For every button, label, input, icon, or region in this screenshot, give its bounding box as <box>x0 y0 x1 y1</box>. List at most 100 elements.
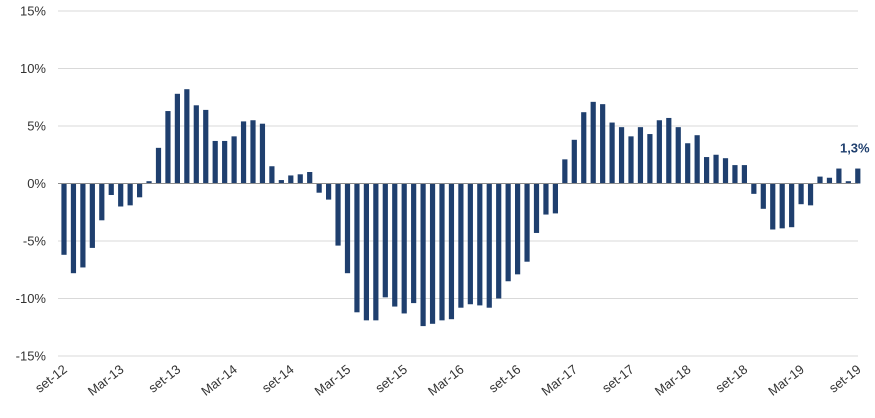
bar <box>392 183 398 307</box>
y-tick-label: -10% <box>16 291 47 306</box>
x-tick-label: set-13 <box>146 362 184 396</box>
y-axis-tick-labels: 15% 10% 5% 0% -5% -10% -15% <box>16 4 47 364</box>
bar <box>278 180 284 184</box>
bar <box>524 183 530 262</box>
bar <box>666 117 672 184</box>
bar <box>826 177 833 184</box>
bar <box>609 122 615 184</box>
x-tick-label: set-14 <box>259 362 297 396</box>
bar <box>307 172 313 184</box>
x-tick-label: set-16 <box>486 362 524 396</box>
bar <box>240 121 247 184</box>
bar <box>770 183 776 230</box>
bar <box>193 105 199 184</box>
bar <box>80 183 86 268</box>
bar <box>647 134 653 184</box>
bar <box>420 183 426 327</box>
bar <box>344 183 351 274</box>
bar <box>552 183 558 214</box>
bar <box>477 183 483 306</box>
x-tick-label: Mar-19 <box>765 362 807 399</box>
last-value-annotation: 1,3% <box>840 141 870 156</box>
bar <box>89 183 95 248</box>
x-tick-label: Mar-18 <box>652 362 694 399</box>
bar <box>411 183 417 304</box>
bar <box>713 154 719 184</box>
bar <box>269 166 275 184</box>
bar <box>354 183 360 313</box>
bar <box>127 183 133 206</box>
bar <box>335 183 341 246</box>
bar <box>458 183 464 308</box>
bar <box>146 181 152 184</box>
bar <box>382 183 388 298</box>
bar <box>798 183 804 205</box>
x-tick-label: Mar-17 <box>538 362 580 399</box>
y-tick-label: 5% <box>27 119 46 134</box>
bar <box>448 183 455 320</box>
bar <box>231 136 237 184</box>
bar <box>685 143 691 184</box>
bar <box>618 127 625 184</box>
bar <box>165 111 171 184</box>
bar <box>855 168 861 184</box>
bar <box>656 120 662 184</box>
bar <box>741 165 747 184</box>
bar <box>429 183 436 324</box>
bar <box>174 93 180 184</box>
bar <box>108 183 114 195</box>
bar <box>845 181 851 184</box>
bar <box>807 183 814 206</box>
x-axis-tick-labels: set-12 Mar-13 set-13 Mar-14 set-14 Mar-15 set-… <box>32 362 864 399</box>
bar <box>590 101 596 184</box>
bar <box>571 139 577 184</box>
bar <box>326 183 332 200</box>
bar <box>203 109 209 184</box>
bar <box>789 183 795 228</box>
bar <box>486 183 492 308</box>
bar <box>704 157 710 184</box>
bar <box>184 89 190 184</box>
bar <box>212 140 218 184</box>
bar <box>99 183 105 221</box>
x-tick-label: Mar-15 <box>312 362 354 399</box>
y-tick-label: -5% <box>23 234 47 249</box>
x-tick-label: set-19 <box>826 362 864 396</box>
bar <box>61 183 67 255</box>
y-tick-label: 10% <box>20 61 46 76</box>
bar <box>779 183 785 229</box>
y-tick-label: -15% <box>16 349 47 364</box>
bar <box>288 175 294 184</box>
bar <box>533 183 540 233</box>
bar <box>467 183 473 305</box>
bar <box>637 127 644 184</box>
x-tick-label: Mar-14 <box>198 362 240 399</box>
bar <box>675 127 681 184</box>
bar <box>70 183 77 274</box>
x-tick-label: Mar-16 <box>425 362 467 399</box>
bar <box>581 112 587 184</box>
bar <box>562 159 568 184</box>
y-tick-label: 15% <box>20 4 46 19</box>
bar <box>817 176 823 184</box>
bar <box>137 183 143 198</box>
bar <box>543 183 549 215</box>
bars <box>61 89 861 327</box>
x-tick-label: set-12 <box>32 362 70 396</box>
bar <box>751 183 757 194</box>
bar <box>401 183 407 314</box>
bar <box>505 183 511 282</box>
bar <box>732 165 738 184</box>
bar <box>250 120 256 184</box>
bar <box>600 104 606 184</box>
bar <box>760 183 766 209</box>
bar <box>373 183 379 321</box>
bar <box>694 135 700 184</box>
bar <box>439 183 445 321</box>
bar <box>316 183 322 193</box>
bar <box>515 183 521 275</box>
bar <box>363 183 369 321</box>
bar <box>836 168 842 184</box>
bar <box>118 183 124 207</box>
